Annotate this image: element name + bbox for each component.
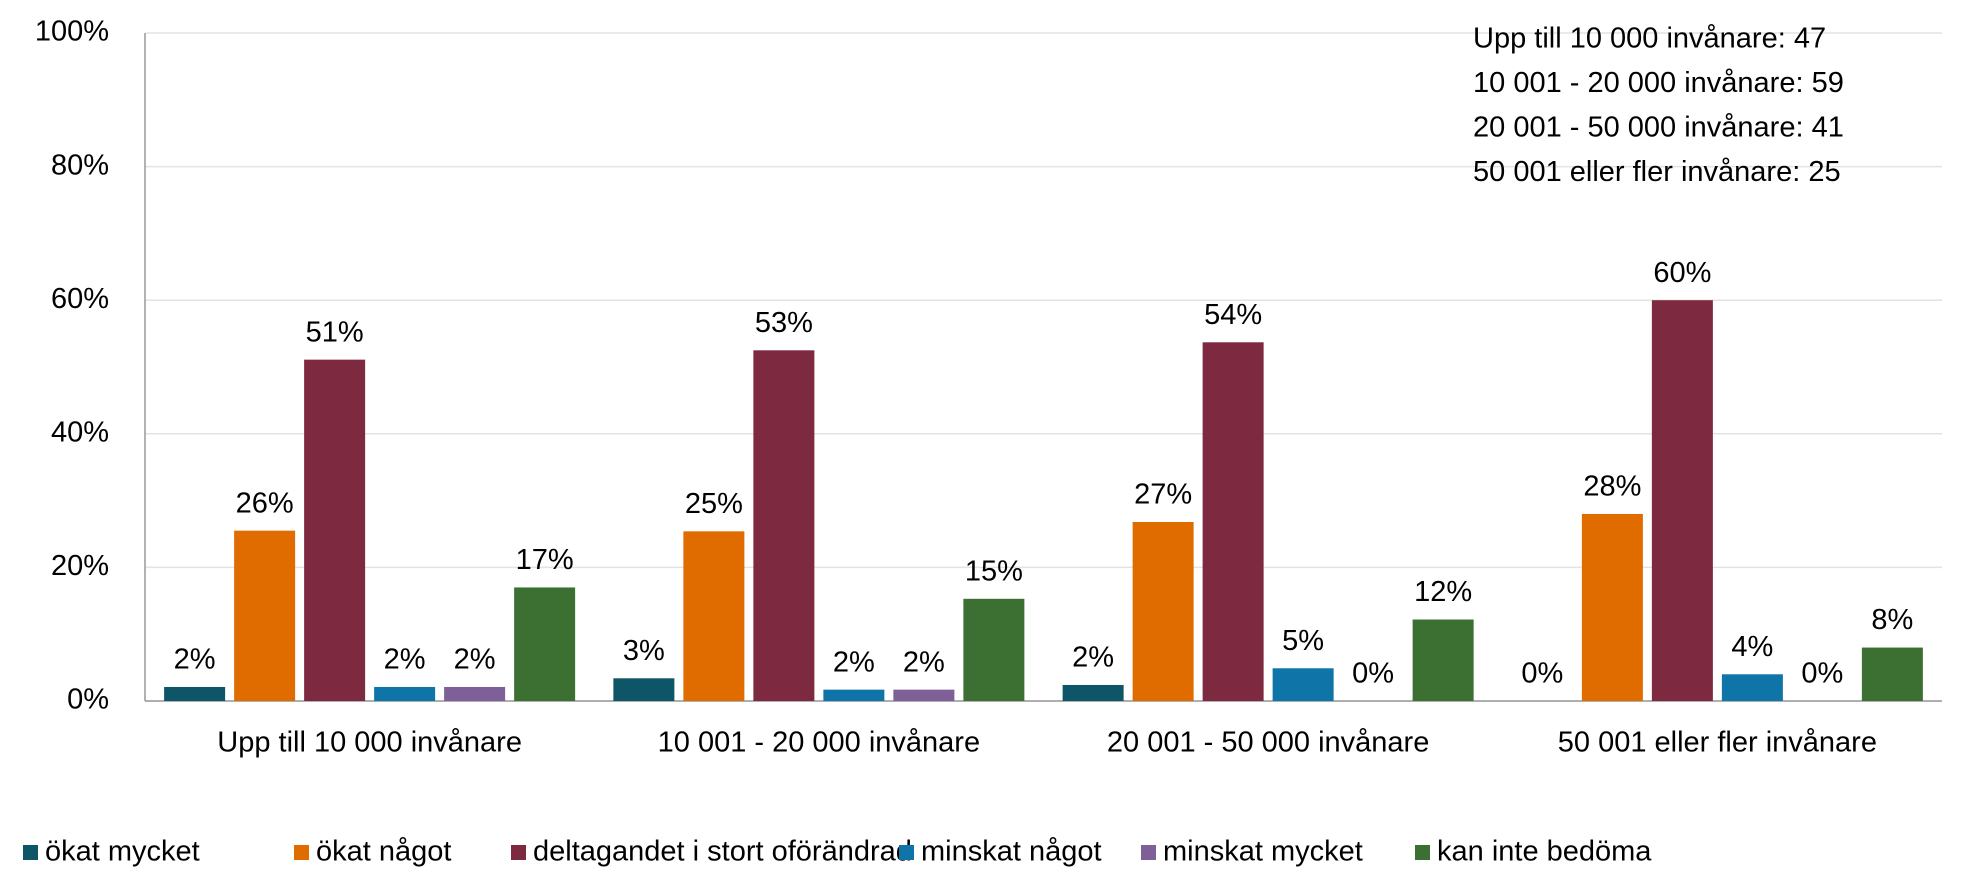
value-label: 54% (1204, 299, 1262, 331)
value-label: 0% (1352, 658, 1394, 690)
y-tick-label: 0% (67, 684, 109, 716)
value-label: 2% (1072, 642, 1114, 674)
x-tick-label: 10 001 - 20 000 invånare (658, 727, 980, 759)
legend-label: kan inte bedöma (1437, 836, 1652, 868)
bar (1062, 684, 1124, 701)
legend-label: minskat mycket (1163, 836, 1363, 868)
legend-swatch (1415, 845, 1430, 860)
value-label: 17% (516, 544, 574, 576)
value-label: 4% (1731, 631, 1773, 663)
bar (164, 686, 226, 701)
value-label: 0% (1801, 658, 1843, 690)
bar (1412, 619, 1474, 701)
legend-swatch (294, 845, 309, 860)
bar (1202, 342, 1264, 701)
bar (1581, 513, 1643, 701)
bar (444, 686, 506, 701)
value-label: 15% (965, 555, 1023, 587)
bar (613, 678, 675, 701)
bar (1132, 521, 1194, 701)
value-label: 25% (685, 488, 743, 520)
legend-label: ökat mycket (45, 836, 200, 868)
bar (823, 689, 885, 701)
value-label: 2% (454, 644, 496, 676)
value-label: 60% (1653, 257, 1711, 289)
legend-label: minskat något (921, 836, 1102, 868)
bar (234, 530, 296, 701)
value-label: 27% (1134, 479, 1192, 511)
value-label: 2% (174, 644, 216, 676)
value-label: 5% (1282, 625, 1324, 657)
y-tick-label: 80% (51, 149, 109, 181)
bar (893, 689, 955, 701)
bar (514, 587, 576, 701)
value-label: 3% (623, 635, 665, 667)
value-label: 28% (1583, 471, 1641, 503)
value-label: 51% (306, 316, 364, 348)
bar (1272, 668, 1334, 701)
annotation: 20 001 - 50 000 invånare: 41 (1473, 112, 1844, 144)
legend-swatch (1141, 845, 1156, 860)
y-tick-label: 20% (51, 550, 109, 582)
value-label: 12% (1414, 576, 1472, 608)
legend-swatch (511, 845, 526, 860)
annotation: Upp till 10 000 invånare: 47 (1473, 23, 1826, 55)
x-tick-label: 20 001 - 50 000 invånare (1107, 727, 1429, 759)
y-tick-label: 60% (51, 283, 109, 315)
annotation: 50 001 eller fler invånare: 25 (1473, 156, 1841, 188)
value-label: 2% (833, 646, 875, 678)
x-tick-label: Upp till 10 000 invånare (217, 727, 522, 759)
bar (1861, 647, 1923, 701)
value-label: 26% (236, 487, 294, 519)
x-tick-label: 50 001 eller fler invånare (1558, 727, 1877, 759)
legend-swatch (23, 845, 38, 860)
legend-label: deltagandet i stort oförändrad (533, 836, 912, 868)
bar (1651, 300, 1713, 701)
bar (753, 350, 815, 701)
value-label: 2% (384, 644, 426, 676)
bar (304, 359, 366, 701)
value-label: 2% (903, 646, 945, 678)
annotation: 10 001 - 20 000 invånare: 59 (1473, 67, 1844, 99)
bar (1721, 674, 1783, 701)
legend-swatch (899, 845, 914, 860)
value-label: 8% (1871, 604, 1913, 636)
value-label: 0% (1521, 658, 1563, 690)
legend-label: ökat något (316, 836, 451, 868)
bar (374, 686, 436, 701)
y-tick-label: 100% (35, 16, 109, 48)
bar (963, 598, 1025, 701)
value-label: 53% (755, 307, 813, 339)
bar (683, 531, 745, 701)
y-tick-label: 40% (51, 416, 109, 448)
